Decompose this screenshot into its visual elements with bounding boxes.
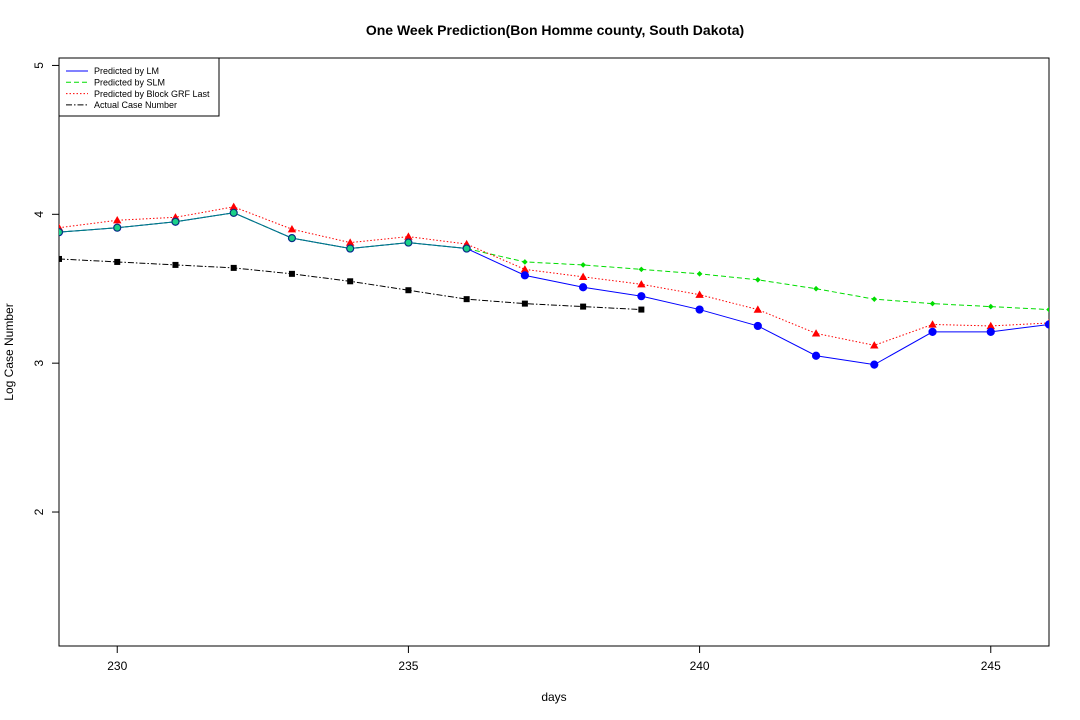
data-point [346, 244, 355, 253]
data-point [638, 266, 645, 273]
series-line [59, 212, 1049, 366]
data-point [755, 277, 761, 283]
data-point [1046, 306, 1049, 313]
data-point [580, 262, 586, 268]
data-point [405, 287, 412, 294]
overlap-line [59, 212, 467, 250]
data-point [638, 306, 645, 313]
data-point [522, 259, 528, 265]
x-tick-label: 230 [107, 659, 127, 673]
data-point [986, 321, 995, 330]
x-tick-label: 235 [398, 659, 418, 673]
data-point [463, 296, 470, 303]
plot-area-frame [58, 57, 1050, 647]
data-point [695, 290, 704, 298]
legend: Predicted by LM Predicted by SLMPredicted… [58, 57, 220, 117]
data-point [404, 238, 413, 247]
chart-title: One Week Prediction(Bon Homme county, So… [366, 22, 744, 38]
data-point [171, 217, 180, 226]
series-predicted-by-block-grf-last [59, 202, 1049, 349]
series-overlap-lm-slm [59, 208, 471, 253]
data-point [288, 270, 295, 277]
data-point [521, 300, 528, 307]
data-point [520, 271, 529, 280]
y-tick-label: 5 [32, 62, 46, 69]
data-point [871, 296, 878, 302]
legend-label: Predicted by SLM [94, 78, 165, 88]
y-tick-label: 4 [32, 211, 46, 218]
data-point [928, 327, 937, 337]
data-point [288, 234, 296, 243]
data-point [813, 285, 819, 292]
series-line [59, 206, 1049, 346]
series-line [59, 212, 1049, 311]
data-point [695, 305, 704, 314]
data-point [696, 271, 703, 277]
data-point [928, 320, 937, 328]
y-axis-label: Log Case Number [2, 303, 16, 400]
data-point [811, 351, 821, 360]
legend-box [58, 57, 220, 117]
data-point [404, 232, 413, 240]
data-point [230, 264, 237, 271]
data-point [59, 255, 62, 262]
data-point [347, 278, 354, 285]
data-point [987, 303, 994, 310]
data-point [59, 228, 63, 237]
series-predicted-by-slm [59, 210, 1049, 313]
data-point [579, 283, 588, 292]
data-point [637, 280, 646, 288]
data-point [114, 258, 121, 265]
legend-label: Predicted by Block GRF Last [94, 89, 210, 99]
data-point [113, 216, 122, 224]
data-point [986, 327, 995, 337]
data-point [578, 272, 588, 280]
legend-label: Predicted by LM [94, 66, 159, 76]
data-point [113, 223, 122, 232]
data-point [229, 208, 238, 217]
x-tick-label: 245 [981, 659, 1001, 673]
x-axis: 230 235 240 245 [107, 646, 1001, 673]
plot-series [59, 202, 1049, 369]
data-point [929, 300, 936, 307]
x-axis-label: days [541, 690, 566, 704]
y-tick-label: 3 [32, 360, 46, 367]
data-point [345, 238, 355, 246]
data-point [637, 292, 646, 301]
data-point [870, 341, 879, 349]
series-actual-case-number [59, 255, 645, 313]
data-point [520, 265, 530, 273]
data-point [753, 321, 762, 331]
legend-label: Actual Case Number [94, 100, 177, 110]
data-point [1044, 320, 1049, 329]
data-point [172, 261, 179, 268]
data-point [811, 329, 821, 337]
data-point [580, 303, 587, 310]
data-point [287, 224, 297, 233]
data-point [462, 244, 471, 253]
y-tick-label: 2 [32, 508, 46, 515]
x-tick-label: 240 [690, 659, 710, 673]
y-axis: 2 3 4 5 [32, 62, 59, 515]
series-predicted-by-lm [59, 208, 1049, 369]
data-point [870, 360, 879, 369]
data-point [229, 202, 238, 211]
data-point [753, 305, 763, 313]
